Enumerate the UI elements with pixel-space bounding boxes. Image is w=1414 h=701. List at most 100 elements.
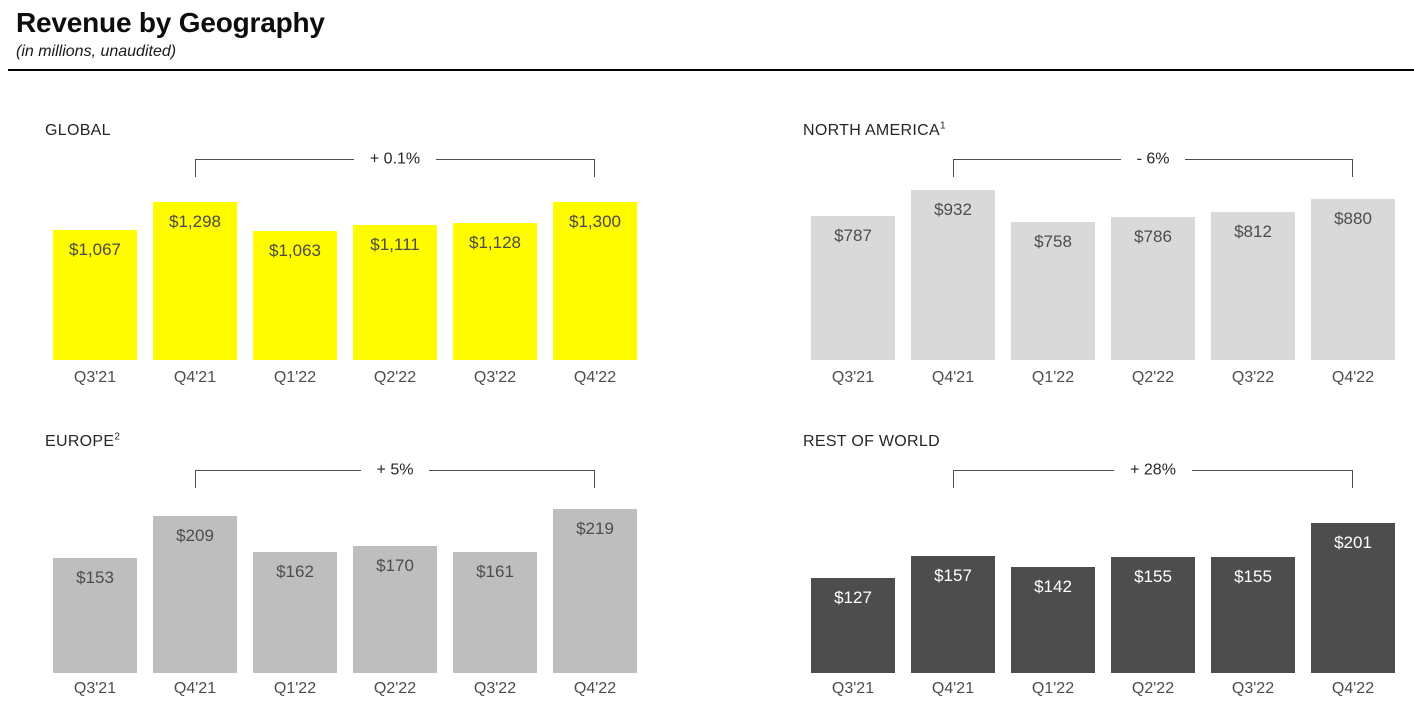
x-axis-label: Q4'22: [573, 680, 617, 697]
bar-plot: $1,067 $1,298 $1,063 $1,111 $1,128 $1,300: [45, 177, 645, 360]
bar-slot: $786: [1103, 217, 1203, 360]
growth-bracket: + 28%: [953, 462, 1354, 488]
bar-rest-of-world-q421: $157: [911, 556, 995, 673]
growth-annotation: + 0.1%: [369, 150, 421, 168]
bar-global-q122: $1,063: [253, 231, 337, 360]
x-axis-label: Q3'22: [1231, 369, 1275, 386]
bar-rest-of-world-q122: $142: [1011, 567, 1095, 673]
bar-slot: $219: [545, 509, 645, 673]
growth-bracket: + 0.1%: [195, 151, 596, 177]
x-axis-label: Q1'22: [273, 680, 317, 697]
bar-value-label: $127: [834, 588, 872, 607]
bar-slot: $162: [245, 552, 345, 673]
header-divider: [8, 69, 1414, 71]
bar-value-label: $153: [76, 568, 114, 587]
bar-slot: $142: [1003, 567, 1103, 673]
chart-footnote-marker: 1: [939, 120, 946, 132]
bar-value-label: $812: [1234, 222, 1272, 241]
bracket-line-left: [195, 470, 361, 488]
x-axis-label: Q4'22: [1331, 680, 1375, 697]
chart-region-label: REST OF WORLD: [803, 433, 940, 450]
bar-value-label: $209: [176, 526, 214, 545]
x-axis-label: Q4'21: [931, 369, 975, 386]
x-axis-label: Q3'22: [473, 680, 517, 697]
x-axis-label: Q2'22: [373, 369, 417, 386]
x-axis-label: Q3'22: [473, 369, 517, 386]
bar-slot: $157: [903, 556, 1003, 673]
bar-slot: $1,300: [545, 202, 645, 360]
report-header: Revenue by Geography (in millions, unaud…: [0, 0, 1414, 61]
x-axis-label: Q3'21: [73, 680, 117, 697]
bar-north-america-q422: $880: [1311, 199, 1395, 360]
bar-value-label: $219: [576, 519, 614, 538]
x-axis-label: Q4'22: [1331, 369, 1375, 386]
x-axis-labels: Q3'21 Q4'21 Q1'22 Q2'22 Q3'22 Q4'22: [45, 368, 645, 388]
bar-value-label: $142: [1034, 577, 1072, 596]
growth-annotation: + 28%: [1130, 461, 1176, 479]
x-axis-labels: Q3'21 Q4'21 Q1'22 Q2'22 Q3'22 Q4'22: [803, 368, 1403, 388]
chart-panel-rest-of-world: REST OF WORLD + 28% $127 $157 $142 $155 $155 $2…: [803, 432, 1403, 699]
bar-rest-of-world-q322: $155: [1211, 557, 1295, 673]
bar-plot: $153 $209 $162 $170 $161 $219: [45, 488, 645, 673]
bar-north-america-q421: $932: [911, 190, 995, 360]
bar-slot: $787: [803, 216, 903, 360]
chart-panel-europe: EUROPE2 + 5% $153 $209 $162 $170 $161 $219 Q3'21…: [45, 432, 645, 699]
bar-slot: $880: [1303, 199, 1403, 360]
x-axis-label: Q3'21: [831, 680, 875, 697]
chart-panel-north-america: NORTH AMERICA1 - 6% $787 $932 $758 $786 $812 $8…: [803, 121, 1403, 388]
bracket-line-left: [195, 159, 354, 177]
x-axis-labels: Q3'21 Q4'21 Q1'22 Q2'22 Q3'22 Q4'22: [803, 679, 1403, 699]
bar-slot: $201: [1303, 523, 1403, 673]
chart-region-label: EUROPE: [45, 433, 115, 450]
bar-plot: $127 $157 $142 $155 $155 $201: [803, 488, 1403, 673]
x-axis-label: Q4'22: [573, 369, 617, 386]
x-axis-label: Q2'22: [373, 680, 417, 697]
bar-value-label: $155: [1134, 567, 1172, 586]
bar-global-q422: $1,300: [553, 202, 637, 360]
bar-plot: $787 $932 $758 $786 $812 $880: [803, 177, 1403, 360]
bar-europe-q122: $162: [253, 552, 337, 673]
bar-europe-q222: $170: [353, 546, 437, 673]
bar-value-label: $1,128: [469, 233, 521, 252]
bar-value-label: $787: [834, 226, 872, 245]
x-axis-label: Q3'21: [831, 369, 875, 386]
bar-rest-of-world-q422: $201: [1311, 523, 1395, 673]
chart-region-title: GLOBAL: [45, 121, 645, 141]
bracket-line-right: [1185, 159, 1354, 177]
x-axis-label: Q4'21: [173, 369, 217, 386]
bar-global-q321: $1,067: [53, 230, 137, 360]
chart-panel-global: GLOBAL + 0.1% $1,067 $1,298 $1,063 $1,111 $1,1…: [45, 121, 645, 388]
bar-slot: $1,111: [345, 225, 445, 360]
bar-slot: $812: [1203, 212, 1303, 360]
x-axis-label: Q4'21: [931, 680, 975, 697]
bracket-line-right: [429, 470, 596, 488]
chart-footnote-marker: 2: [114, 431, 121, 443]
x-axis-label: Q4'21: [173, 680, 217, 697]
bar-slot: $1,067: [45, 230, 145, 360]
x-axis-label: Q3'22: [1231, 680, 1275, 697]
bar-rest-of-world-q321: $127: [811, 578, 895, 673]
bar-value-label: $162: [276, 562, 314, 581]
bar-global-q322: $1,128: [453, 223, 537, 360]
chart-region-label: GLOBAL: [45, 122, 111, 139]
bar-north-america-q322: $812: [1211, 212, 1295, 360]
bar-value-label: $1,298: [169, 212, 221, 231]
bracket-line-left: [953, 159, 1121, 177]
x-axis-labels: Q3'21 Q4'21 Q1'22 Q2'22 Q3'22 Q4'22: [45, 679, 645, 699]
bar-slot: $155: [1103, 557, 1203, 673]
bar-europe-q321: $153: [53, 558, 137, 673]
x-axis-label: Q2'22: [1131, 369, 1175, 386]
bar-slot: $153: [45, 558, 145, 673]
growth-bracket: + 5%: [195, 462, 596, 488]
bar-global-q222: $1,111: [353, 225, 437, 360]
bar-value-label: $155: [1234, 567, 1272, 586]
bar-global-q421: $1,298: [153, 202, 237, 360]
bar-value-label: $201: [1334, 533, 1372, 552]
bar-slot: $1,298: [145, 202, 245, 360]
page-title: Revenue by Geography: [16, 7, 325, 38]
bar-value-label: $880: [1334, 209, 1372, 228]
x-axis-label: Q1'22: [1031, 680, 1075, 697]
bar-value-label: $170: [376, 556, 414, 575]
bar-value-label: $758: [1034, 232, 1072, 251]
chart-region-label: NORTH AMERICA: [803, 122, 940, 139]
